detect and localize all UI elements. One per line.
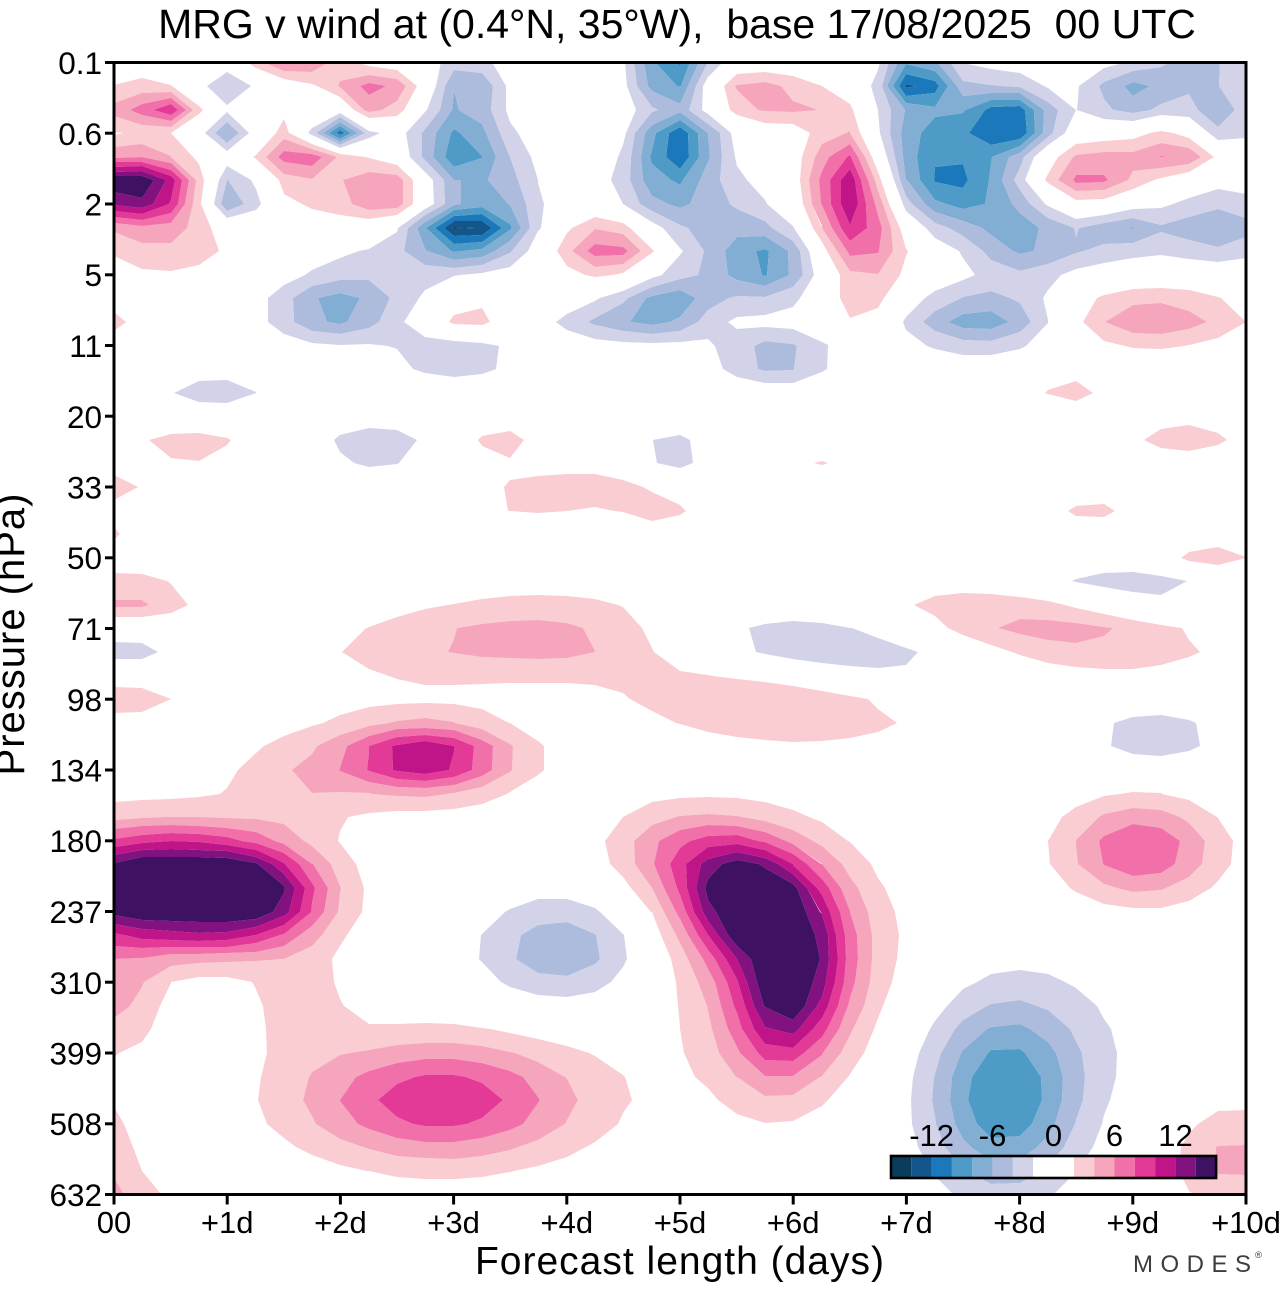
svg-text:12: 12 bbox=[1158, 1118, 1192, 1153]
svg-text:+9d: +9d bbox=[1107, 1205, 1160, 1240]
svg-text:508: 508 bbox=[49, 1106, 102, 1142]
svg-text:2: 2 bbox=[84, 187, 102, 223]
svg-text:+4d: +4d bbox=[541, 1205, 594, 1240]
svg-text:-12: -12 bbox=[909, 1118, 954, 1153]
svg-text:399: 399 bbox=[49, 1036, 102, 1072]
svg-text:0.1: 0.1 bbox=[58, 45, 102, 81]
svg-text:5: 5 bbox=[84, 257, 102, 293]
svg-text:+1d: +1d bbox=[201, 1205, 254, 1240]
svg-text:00: 00 bbox=[97, 1205, 131, 1240]
svg-text:50: 50 bbox=[67, 540, 102, 576]
svg-text:®: ® bbox=[1255, 1250, 1262, 1261]
svg-text:98: 98 bbox=[67, 682, 102, 718]
svg-text:Pressure (hPa): Pressure (hPa) bbox=[0, 493, 33, 776]
svg-text:+7d: +7d bbox=[880, 1205, 933, 1240]
svg-text:20: 20 bbox=[67, 399, 102, 435]
svg-text:0: 0 bbox=[1045, 1118, 1062, 1153]
svg-text:+10d: +10d bbox=[1211, 1205, 1280, 1240]
svg-text:MODES: MODES bbox=[1133, 1251, 1259, 1278]
svg-text:11: 11 bbox=[69, 328, 102, 364]
svg-text:6: 6 bbox=[1106, 1118, 1123, 1153]
svg-text:+8d: +8d bbox=[993, 1205, 1046, 1240]
svg-text:134: 134 bbox=[49, 753, 102, 789]
svg-text:+6d: +6d bbox=[767, 1205, 820, 1240]
svg-text:632: 632 bbox=[49, 1177, 102, 1213]
svg-text:0.6: 0.6 bbox=[58, 116, 102, 152]
svg-text:33: 33 bbox=[67, 470, 102, 506]
svg-text:310: 310 bbox=[49, 965, 102, 1001]
svg-text:Forecast length (days): Forecast length (days) bbox=[475, 1240, 885, 1283]
svg-text:+2d: +2d bbox=[314, 1205, 367, 1240]
svg-text:71: 71 bbox=[67, 611, 102, 647]
svg-text:MRG v wind at (0.4°N, 35°W),: MRG v wind at (0.4°N, 35°W), base 17/08/… bbox=[158, 1, 1196, 47]
svg-text:237: 237 bbox=[49, 894, 102, 930]
svg-text:+5d: +5d bbox=[654, 1205, 707, 1240]
svg-text:+3d: +3d bbox=[427, 1205, 480, 1240]
svg-text:-6: -6 bbox=[979, 1118, 1007, 1153]
svg-text:180: 180 bbox=[49, 823, 102, 859]
